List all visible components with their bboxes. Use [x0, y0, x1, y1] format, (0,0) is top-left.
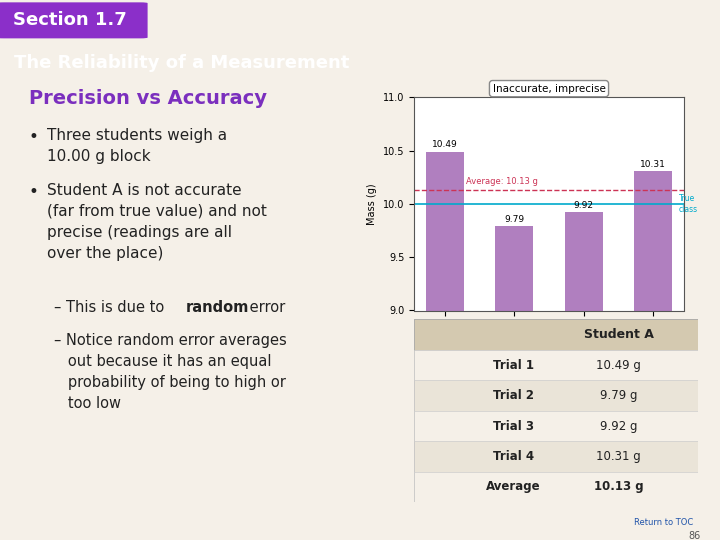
Text: random: random [186, 300, 249, 315]
Bar [414, 319, 698, 350]
Text: Trial 4: Trial 4 [493, 450, 534, 463]
FancyBboxPatch shape [0, 2, 148, 38]
Text: Trial 2: Trial 2 [493, 389, 534, 402]
Text: 9.92: 9.92 [574, 201, 593, 210]
Text: error: error [245, 300, 285, 315]
Text: Return to TOC: Return to TOC [634, 518, 693, 527]
Text: 10.49: 10.49 [433, 140, 458, 150]
Text: Three students weigh a
10.00 g block: Three students weigh a 10.00 g block [47, 129, 227, 164]
Text: True
class: True class [679, 194, 698, 213]
Text: 9.79: 9.79 [505, 215, 524, 224]
Text: Section 1.7: Section 1.7 [13, 11, 127, 29]
Text: – Notice random error averages
   out because it has an equal
   probability of : – Notice random error averages out becau… [54, 333, 287, 410]
Bar [414, 350, 698, 380]
Text: 10.31 g: 10.31 g [596, 450, 641, 463]
Text: 10.31: 10.31 [640, 160, 666, 168]
Bar [414, 411, 698, 441]
Text: The Reliability of a Measurement: The Reliability of a Measurement [14, 53, 350, 72]
Bar [414, 441, 698, 472]
Bar [564, 212, 603, 540]
Text: Average: 10.13 g: Average: 10.13 g [466, 177, 538, 186]
Bar [634, 171, 672, 540]
Text: Student A is not accurate
(far from true value) and not
precise (readings are al: Student A is not accurate (far from true… [47, 183, 266, 261]
Text: •: • [29, 129, 39, 146]
Y-axis label: Mass (g): Mass (g) [367, 183, 377, 225]
Bar [414, 380, 698, 411]
Bar [414, 472, 698, 502]
Text: 9.79 g: 9.79 g [600, 389, 637, 402]
Text: 9.92 g: 9.92 g [600, 420, 637, 433]
Text: Trial 3: Trial 3 [493, 420, 534, 433]
Text: Student A: Student A [518, 366, 580, 376]
Text: – This is due to: – This is due to [54, 300, 169, 315]
Bar [495, 226, 534, 540]
Text: Precision vs Accuracy: Precision vs Accuracy [29, 89, 267, 108]
Text: Trial 1: Trial 1 [493, 359, 534, 372]
Text: 10.49 g: 10.49 g [596, 359, 642, 372]
X-axis label: Trial number: Trial number [518, 336, 580, 346]
Title: Inaccurate, imprecise: Inaccurate, imprecise [492, 84, 606, 93]
Text: •: • [29, 183, 39, 201]
Text: 10.13 g: 10.13 g [594, 481, 644, 494]
Text: 86: 86 [688, 531, 701, 540]
Text: Average: Average [486, 481, 541, 494]
Bar [426, 152, 464, 540]
Text: Student A: Student A [584, 328, 654, 341]
